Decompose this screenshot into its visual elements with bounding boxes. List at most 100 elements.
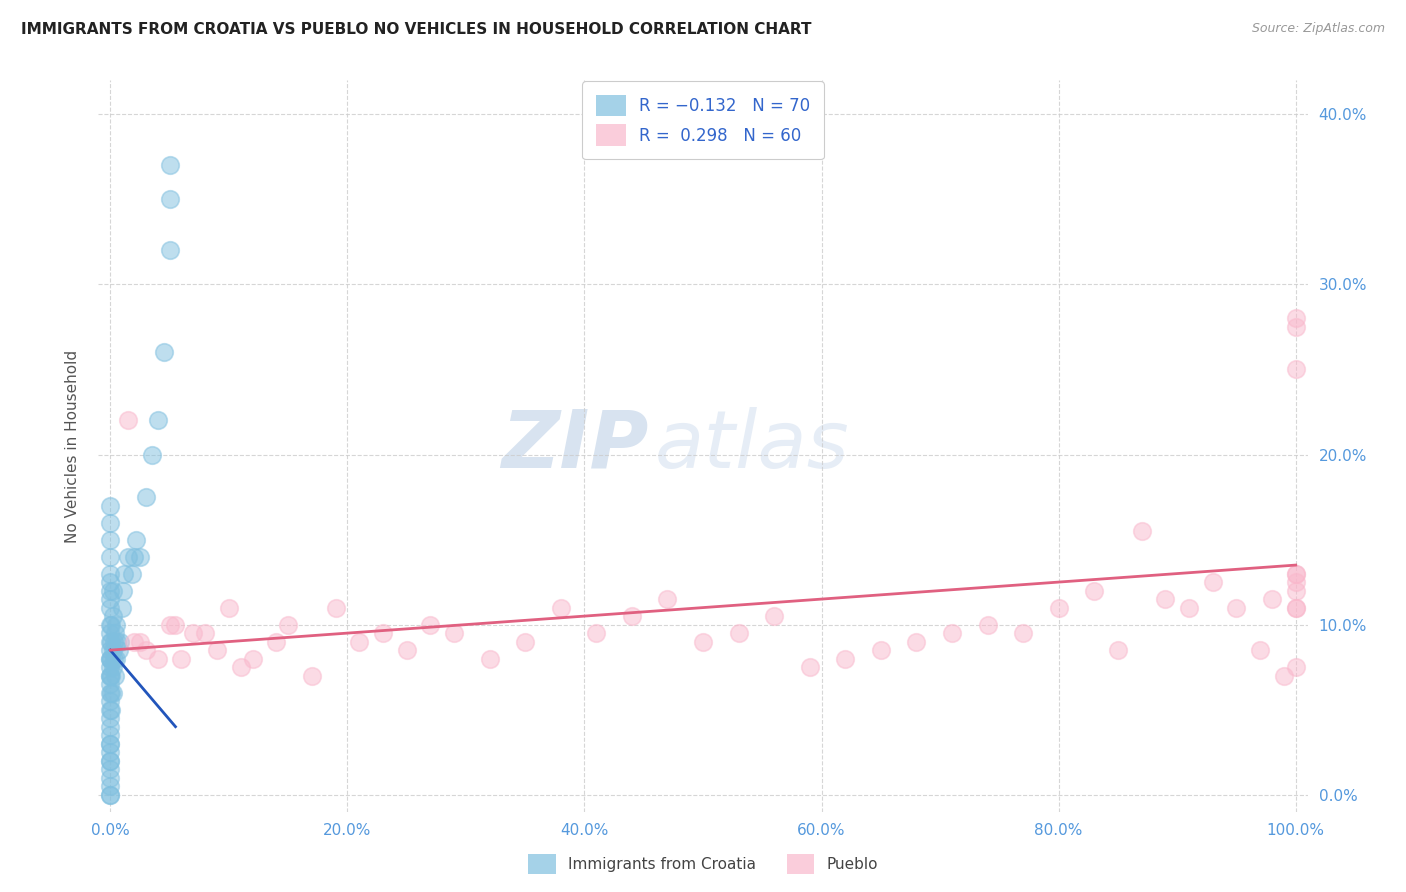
Point: [121, 566, 143, 581]
Point: [98, 728, 121, 742]
Point: [218, 600, 240, 615]
Point: [98, 788, 121, 802]
Point: [98, 626, 121, 640]
Point: [395, 643, 418, 657]
Point: [114, 566, 136, 581]
Point: [98, 575, 121, 590]
Point: [101, 583, 124, 598]
Point: [100, 634, 122, 648]
Point: [98, 737, 121, 751]
Point: [1225, 600, 1247, 615]
Point: [125, 533, 148, 547]
Point: [122, 549, 145, 564]
Point: [1261, 592, 1284, 607]
Point: [103, 634, 125, 648]
Point: [101, 686, 124, 700]
Point: [98, 762, 121, 776]
Text: ZIP: ZIP: [501, 407, 648, 485]
Point: [98, 754, 121, 768]
Point: [1285, 575, 1308, 590]
Point: [1154, 592, 1177, 607]
Point: [277, 617, 299, 632]
Point: [515, 634, 537, 648]
Point: [135, 490, 157, 504]
Point: [98, 516, 121, 530]
Point: [763, 609, 786, 624]
Point: [98, 686, 121, 700]
Point: [478, 651, 501, 665]
Point: [1012, 626, 1035, 640]
Point: [98, 533, 121, 547]
Point: [205, 643, 228, 657]
Point: [1285, 362, 1308, 376]
Point: [620, 609, 643, 624]
Point: [1285, 583, 1308, 598]
Point: [98, 617, 121, 632]
Point: [976, 617, 998, 632]
Text: IMMIGRANTS FROM CROATIA VS PUEBLO NO VEHICLES IN HOUSEHOLD CORRELATION CHART: IMMIGRANTS FROM CROATIA VS PUEBLO NO VEH…: [21, 22, 811, 37]
Point: [159, 192, 181, 206]
Point: [229, 660, 252, 674]
Point: [98, 634, 121, 648]
Point: [100, 686, 122, 700]
Point: [170, 651, 193, 665]
Point: [419, 617, 441, 632]
Point: [104, 626, 127, 640]
Point: [107, 643, 129, 657]
Point: [146, 413, 169, 427]
Point: [799, 660, 821, 674]
Point: [657, 592, 679, 607]
Point: [105, 651, 128, 665]
Point: [692, 634, 714, 648]
Point: [152, 345, 174, 359]
Point: [117, 549, 139, 564]
Legend: R = −0.132   N = 70, R =  0.298   N = 60: R = −0.132 N = 70, R = 0.298 N = 60: [582, 81, 824, 159]
Point: [141, 448, 163, 462]
Point: [117, 413, 139, 427]
Point: [105, 634, 128, 648]
Point: [98, 737, 121, 751]
Point: [869, 643, 891, 657]
Point: [104, 668, 127, 682]
Point: [371, 626, 394, 640]
Point: [98, 651, 121, 665]
Point: [941, 626, 963, 640]
Point: [1285, 320, 1308, 334]
Point: [98, 549, 121, 564]
Point: [105, 617, 128, 632]
Point: [550, 600, 572, 615]
Point: [98, 779, 121, 793]
Point: [159, 244, 181, 258]
Point: [101, 660, 124, 674]
Point: [98, 668, 121, 682]
Text: atlas: atlas: [655, 407, 849, 485]
Point: [1202, 575, 1225, 590]
Point: [1285, 566, 1308, 581]
Point: [98, 694, 121, 708]
Point: [585, 626, 607, 640]
Point: [98, 660, 121, 674]
Point: [98, 499, 121, 513]
Point: [112, 583, 135, 598]
Point: [98, 745, 121, 759]
Point: [1083, 583, 1105, 598]
Point: [1107, 643, 1129, 657]
Point: [100, 617, 122, 632]
Point: [1285, 600, 1308, 615]
Point: [159, 158, 181, 172]
Point: [98, 771, 121, 785]
Point: [1285, 566, 1308, 581]
Point: [159, 617, 181, 632]
Point: [905, 634, 928, 648]
Point: [108, 634, 131, 648]
Point: [301, 668, 323, 682]
Point: [98, 754, 121, 768]
Point: [98, 566, 121, 581]
Point: [1130, 524, 1153, 538]
Point: [834, 651, 856, 665]
Point: [122, 634, 145, 648]
Point: [98, 720, 121, 734]
Point: [101, 643, 124, 657]
Legend: Immigrants from Croatia, Pueblo: Immigrants from Croatia, Pueblo: [522, 848, 884, 880]
Point: [100, 651, 122, 665]
